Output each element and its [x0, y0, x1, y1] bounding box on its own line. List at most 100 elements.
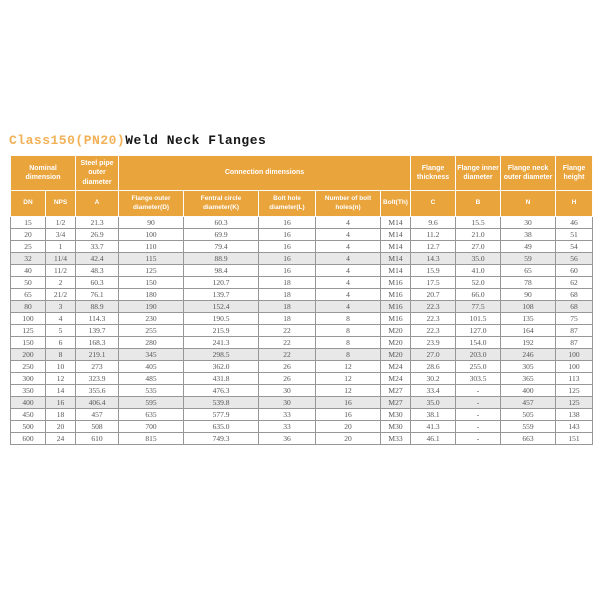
table-cell: 98.4: [183, 264, 259, 277]
flange-dimensions-table: Nominal dimension Steel pipe outer diame…: [10, 155, 593, 445]
table-cell: 30: [258, 384, 316, 397]
table-cell: 8: [315, 336, 381, 349]
table-cell: 16: [258, 216, 316, 229]
table-cell: 362.0: [183, 360, 259, 373]
table-cell: 60.3: [183, 216, 259, 229]
table-cell: 476.3: [183, 384, 259, 397]
table-cell: 11/2: [45, 264, 76, 277]
table-cell: 18: [258, 276, 316, 289]
table-cell: 78: [500, 276, 556, 289]
table-cell: 27.0: [410, 348, 456, 361]
table-cell: 16: [258, 264, 316, 277]
table-cell: 15: [10, 216, 46, 229]
table-cell: 150: [118, 276, 184, 289]
table-cell: 52.0: [455, 276, 501, 289]
table-cell: -: [455, 432, 501, 445]
table-cell: 485: [118, 372, 184, 385]
table-cell: M27: [380, 396, 411, 409]
table-cell: 69.9: [183, 228, 259, 241]
col-header-b: B: [455, 190, 501, 217]
table-cell: 48.3: [75, 264, 119, 277]
table-cell: 62: [555, 276, 593, 289]
table-cell: 88.9: [75, 300, 119, 313]
table-cell: 15.9: [410, 264, 456, 277]
table-cell: 135: [500, 312, 556, 325]
table-cell: 20: [45, 420, 76, 433]
table-cell: M24: [380, 360, 411, 373]
table-cell: 54: [555, 240, 593, 253]
table-cell: 154.0: [455, 336, 501, 349]
table-row: 300 12 323.9 485 431.8 26 12 M24 30.2 303.5 365 113: [10, 372, 593, 385]
table-cell: 35.0: [455, 252, 501, 265]
table-cell: 40: [10, 264, 46, 277]
table-cell: 5: [45, 324, 76, 337]
table-cell: 4: [315, 288, 381, 301]
table-row: 80 3 88.9 190 152.4 18 4 M16 22.3 77.5 108 68: [10, 300, 593, 313]
table-cell: 457: [500, 396, 556, 409]
table-cell: -: [455, 420, 501, 433]
col-header-a: A: [75, 190, 119, 217]
page-title-class-rating: Class150(PN20): [9, 133, 126, 148]
table-cell: 273: [75, 360, 119, 373]
table-cell: 100: [555, 360, 593, 373]
table-cell: 125: [555, 384, 593, 397]
table-cell: 25: [10, 240, 46, 253]
table-cell: 3/4: [45, 228, 76, 241]
table-cell: 41.3: [410, 420, 456, 433]
group-header-flange-height: Flange height: [555, 155, 593, 191]
table-row: 15 1/2 21.3 90 60.3 16 4 M14 9.6 15.5 30 46: [10, 216, 593, 229]
table-cell: 33.7: [75, 240, 119, 253]
table-cell: 12.7: [410, 240, 456, 253]
table-cell: 635: [118, 408, 184, 421]
table-cell: 1: [45, 240, 76, 253]
table-cell: 75: [555, 312, 593, 325]
table-cell: 20: [315, 432, 381, 445]
table-cell: 400: [10, 396, 46, 409]
table-row: 40 11/2 48.3 125 98.4 16 4 M14 15.9 41.0 65 60: [10, 264, 593, 277]
table-cell: M24: [380, 372, 411, 385]
table-cell: 18: [45, 408, 76, 421]
table-cell: 21.3: [75, 216, 119, 229]
table-cell: 700: [118, 420, 184, 433]
table-cell: 115: [118, 252, 184, 265]
table-cell: 241.3: [183, 336, 259, 349]
table-cell: 16: [258, 252, 316, 265]
table-cell: 113: [555, 372, 593, 385]
table-cell: 28.6: [410, 360, 456, 373]
table-cell: M20: [380, 336, 411, 349]
table-row: 500 20 508 700 635.0 33 20 M30 41.3-559 143: [10, 420, 593, 433]
header-group-row: Nominal dimension Steel pipe outer diame…: [10, 155, 593, 191]
table-cell: 815: [118, 432, 184, 445]
table-cell: 20: [315, 420, 381, 433]
table-cell: 66.0: [455, 288, 501, 301]
table-cell: M16: [380, 312, 411, 325]
table-cell: 406.4: [75, 396, 119, 409]
table-cell: 8: [45, 348, 76, 361]
table-cell: 4: [315, 240, 381, 253]
table-cell: 38.1: [410, 408, 456, 421]
table-cell: 79.4: [183, 240, 259, 253]
table-cell: 255.0: [455, 360, 501, 373]
table-cell: 22: [258, 324, 316, 337]
table-cell: 8: [315, 312, 381, 325]
table-cell: 300: [10, 372, 46, 385]
table-cell: 27.0: [455, 240, 501, 253]
table-cell: -: [455, 384, 501, 397]
table-cell: 405: [118, 360, 184, 373]
table-cell: 65: [500, 264, 556, 277]
table-cell: 4: [315, 264, 381, 277]
table-cell: 4: [315, 216, 381, 229]
table-cell: 87: [555, 336, 593, 349]
table-cell: 298.5: [183, 348, 259, 361]
table-cell: 595: [118, 396, 184, 409]
table-cell: 2: [45, 276, 76, 289]
table-cell: 22.3: [410, 300, 456, 313]
table-cell: 14: [45, 384, 76, 397]
table-cell: 180: [118, 288, 184, 301]
group-header-flange-inner-diameter: Flange inner diameter: [455, 155, 501, 191]
table-cell: 16: [258, 240, 316, 253]
table-cell: 4: [45, 312, 76, 325]
col-header-central-circle-diameter-k: Fentral circle diameter(K): [183, 190, 259, 217]
table-row: 32 11/4 42.4 115 88.9 16 4 M14 14.3 35.0 59 56: [10, 252, 593, 265]
